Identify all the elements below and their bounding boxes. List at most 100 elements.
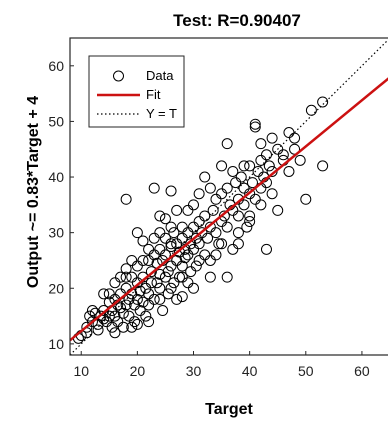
data-point <box>123 293 135 305</box>
data-point <box>188 243 200 255</box>
data-point <box>193 216 205 228</box>
data-point <box>106 321 118 333</box>
data-point <box>154 210 166 222</box>
data-point <box>173 271 185 283</box>
data-point <box>126 321 138 333</box>
x-tick-label: 40 <box>242 363 258 379</box>
data-point <box>199 171 211 183</box>
data-point <box>117 321 129 333</box>
legend-label: Data <box>146 68 174 83</box>
y-tick-label: 10 <box>48 336 64 352</box>
x-axis-label: Target <box>205 401 253 418</box>
data-point <box>249 118 261 130</box>
data-point <box>84 310 96 322</box>
data-point <box>143 243 155 255</box>
data-point <box>154 268 166 280</box>
data-point <box>244 160 256 172</box>
identity-line <box>70 39 388 355</box>
data-point <box>165 185 177 197</box>
data-point <box>131 318 143 330</box>
data-point <box>143 299 155 311</box>
data-point <box>204 221 216 233</box>
data-point <box>238 182 250 194</box>
data-point <box>143 316 155 328</box>
data-point <box>131 293 143 305</box>
data-point <box>176 260 188 272</box>
data-point <box>103 310 115 322</box>
x-tick-label: 20 <box>130 363 146 379</box>
data-point <box>260 243 272 255</box>
data-point <box>193 188 205 200</box>
data-point <box>176 271 188 283</box>
data-point <box>165 241 177 253</box>
data-point <box>317 160 329 172</box>
data-point <box>95 310 107 322</box>
data-point <box>134 285 146 297</box>
data-point <box>137 296 149 308</box>
data-point <box>244 216 256 228</box>
data-point <box>227 165 239 177</box>
data-point <box>263 160 275 172</box>
data-point <box>168 277 180 289</box>
data-point <box>129 299 141 311</box>
data-point <box>249 193 261 205</box>
data-point <box>182 277 194 289</box>
data-point <box>199 210 211 222</box>
data-point <box>235 171 247 183</box>
data-point <box>221 182 233 194</box>
data-point <box>131 277 143 289</box>
data-point <box>210 193 222 205</box>
data-point <box>196 227 208 239</box>
data-point <box>148 293 160 305</box>
fit-line <box>70 77 388 342</box>
data-point <box>109 327 121 339</box>
data-point <box>230 177 242 189</box>
data-point <box>227 243 239 255</box>
data-point <box>260 149 272 161</box>
data-point <box>109 310 121 322</box>
data-point <box>171 254 183 266</box>
data-point <box>154 227 166 239</box>
data-point <box>221 138 233 150</box>
data-point <box>154 293 166 305</box>
data-point <box>216 188 228 200</box>
data-point <box>81 321 93 333</box>
data-point <box>252 165 264 177</box>
data-point <box>137 235 149 247</box>
data-point <box>193 238 205 250</box>
data-point <box>221 221 233 233</box>
data-point <box>255 138 267 150</box>
data-point <box>272 143 284 155</box>
data-point <box>165 282 177 294</box>
data-point <box>238 160 250 172</box>
data-point <box>92 324 104 336</box>
data-point <box>173 246 185 258</box>
y-tick-label: 50 <box>48 113 64 129</box>
data-point <box>165 260 177 272</box>
data-point <box>120 193 132 205</box>
data-point <box>126 254 138 266</box>
data-point <box>232 238 244 250</box>
data-point <box>244 188 256 200</box>
data-point <box>232 210 244 222</box>
data-point <box>120 263 132 275</box>
data-point <box>159 232 171 244</box>
data-point <box>145 277 157 289</box>
data-point <box>188 282 200 294</box>
data-point <box>120 271 132 283</box>
data-point <box>182 227 194 239</box>
data-point <box>294 154 306 166</box>
data-point <box>148 182 160 194</box>
y-axis-label: Output ~= 0.83*Target + 4 <box>25 96 42 288</box>
data-point <box>120 299 132 311</box>
data-point <box>140 310 152 322</box>
data-point <box>165 238 177 250</box>
data-point <box>185 266 197 278</box>
data-point <box>171 204 183 216</box>
legend-box <box>88 55 185 128</box>
data-point <box>100 316 112 328</box>
chart-title: Test: R=0.90407 <box>173 11 301 30</box>
data-point <box>131 227 143 239</box>
x-tick-label: 50 <box>298 363 314 379</box>
